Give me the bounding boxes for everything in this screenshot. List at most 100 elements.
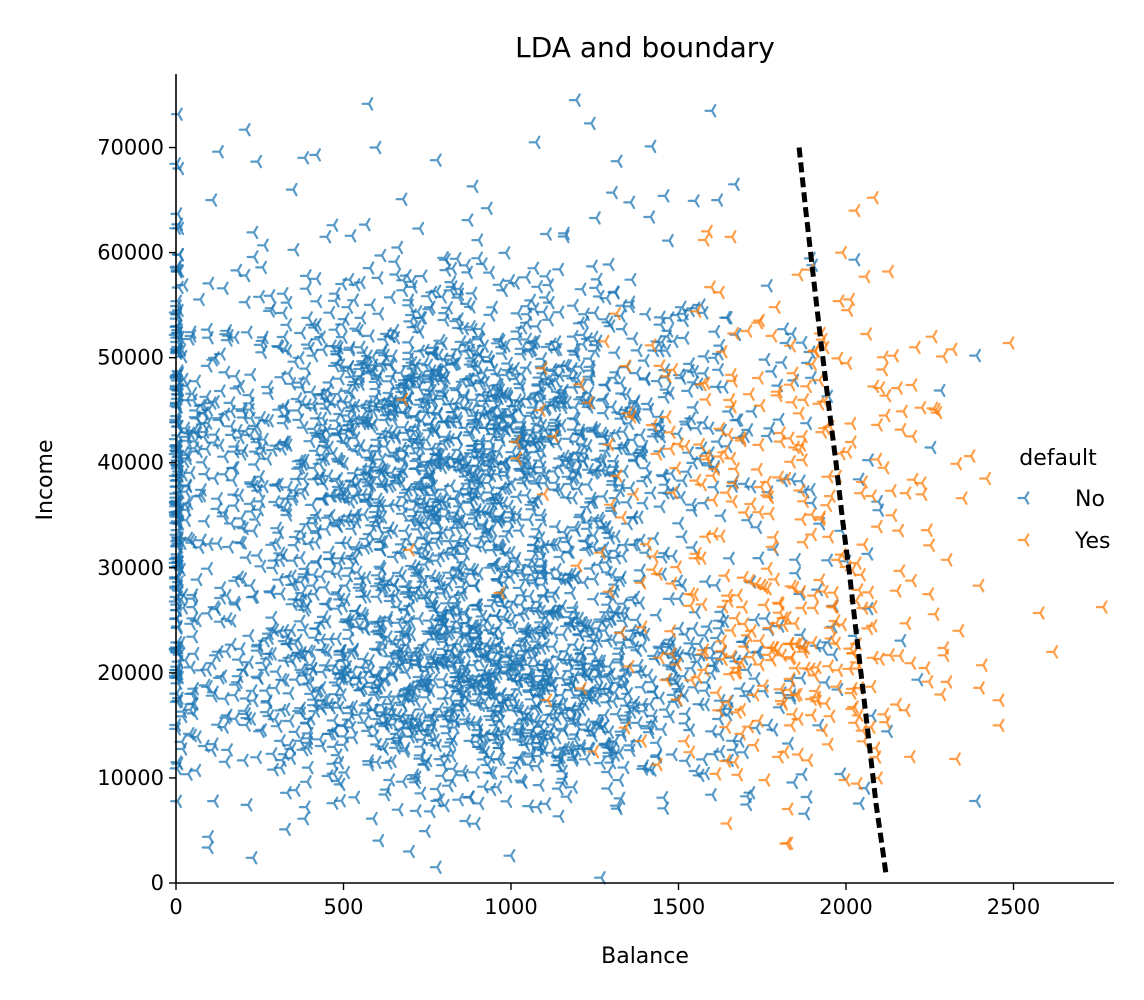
- data-point-no: [665, 549, 678, 563]
- data-point-no: [481, 476, 494, 490]
- data-point-yes: [804, 507, 817, 522]
- data-point-no: [661, 233, 674, 248]
- data-point-no: [326, 218, 339, 232]
- data-point-no: [342, 632, 354, 646]
- data-point-yes: [904, 656, 917, 670]
- data-point-no: [429, 782, 442, 796]
- data-point-no: [610, 154, 623, 168]
- data-point-no: [374, 452, 387, 467]
- data-point-no: [578, 752, 591, 766]
- data-point-no: [568, 93, 581, 107]
- data-point-no: [253, 290, 265, 304]
- data-point-no: [340, 384, 353, 398]
- data-point-no: [777, 322, 789, 336]
- data-point-yes: [792, 406, 805, 420]
- data-point-no: [276, 416, 289, 430]
- data-point-yes: [849, 556, 862, 570]
- data-point-no: [270, 521, 282, 535]
- data-point-no: [539, 269, 552, 283]
- data-point-no: [369, 755, 382, 769]
- data-point-no: [391, 545, 404, 560]
- data-point-no: [431, 526, 444, 540]
- x-tick-label: 2500: [987, 895, 1040, 919]
- data-point-no: [290, 403, 303, 418]
- data-point-yes: [835, 245, 847, 260]
- data-point-no: [657, 801, 670, 815]
- data-point-no: [657, 390, 670, 404]
- data-point-no: [445, 280, 458, 294]
- data-point-no: [415, 269, 428, 283]
- data-point-no: [607, 285, 620, 299]
- data-point-no: [476, 517, 489, 532]
- data-point-no: [775, 355, 788, 370]
- data-point-no: [613, 478, 626, 493]
- data-point-no: [513, 381, 526, 395]
- data-point-no: [326, 740, 339, 754]
- data-point-no: [468, 816, 481, 831]
- data-point-no: [358, 217, 371, 232]
- data-point-no: [529, 319, 542, 334]
- y-axis-ticks: 0 10000 20000 30000 40000 50000 60000 70000: [97, 136, 176, 895]
- data-point-no: [623, 481, 636, 495]
- chart-title: LDA and boundary: [515, 31, 775, 64]
- data-point-no: [189, 374, 201, 388]
- data-point-no: [483, 599, 496, 613]
- data-point-no: [449, 356, 462, 370]
- data-point-no: [200, 359, 213, 373]
- data-point-no: [639, 307, 652, 321]
- data-point-no: [611, 647, 624, 661]
- data-point-no: [319, 230, 332, 244]
- data-point-no: [567, 637, 579, 652]
- data-point-no: [265, 747, 278, 761]
- data-point-no: [405, 356, 418, 370]
- data-point-no: [265, 538, 278, 552]
- data-point-no: [256, 238, 269, 252]
- data-point-no: [592, 289, 605, 304]
- data-point-no: [261, 386, 274, 400]
- data-point-no: [395, 453, 408, 468]
- data-point-no: [375, 357, 388, 371]
- data-point-yes: [699, 530, 712, 544]
- data-point-no: [538, 290, 551, 305]
- data-point-no: [786, 775, 799, 790]
- data-point-no: [294, 380, 306, 394]
- data-point-no: [304, 385, 317, 399]
- data-point-yes: [712, 285, 725, 300]
- data-point-no: [231, 652, 244, 667]
- data-point-no: [690, 421, 703, 435]
- data-point-yes: [955, 491, 968, 505]
- data-point-no: [826, 647, 839, 662]
- data-point-yes: [1002, 336, 1015, 350]
- data-point-no: [421, 471, 433, 485]
- data-point-no: [430, 362, 443, 377]
- data-point-no: [280, 295, 293, 310]
- data-point-no: [223, 396, 236, 410]
- data-point-no: [678, 707, 691, 721]
- data-point-no: [711, 193, 724, 207]
- data-point-no: [369, 499, 382, 513]
- data-point-yes: [804, 708, 817, 722]
- data-point-no: [418, 824, 431, 838]
- data-point-no: [572, 426, 585, 441]
- data-point-no: [433, 752, 446, 766]
- data-point-no: [220, 324, 232, 338]
- data-point-no: [201, 331, 214, 345]
- data-point-no: [610, 801, 623, 816]
- data-point-no: [638, 372, 651, 387]
- data-point-yes: [650, 447, 663, 461]
- data-point-no: [290, 392, 303, 406]
- data-point-no: [343, 495, 356, 509]
- data-point-no: [512, 523, 525, 538]
- data-point-no: [477, 339, 489, 353]
- data-point-no: [341, 569, 354, 583]
- data-point-no: [665, 747, 678, 762]
- data-point-no: [463, 300, 476, 314]
- data-point-no: [185, 535, 197, 550]
- data-point-no: [433, 333, 446, 348]
- data-point-yes: [885, 508, 898, 522]
- data-point-yes: [784, 579, 797, 594]
- data-point-no: [326, 713, 339, 728]
- data-point-no: [414, 786, 427, 800]
- data-point-yes: [402, 543, 415, 557]
- data-point-no: [201, 830, 214, 844]
